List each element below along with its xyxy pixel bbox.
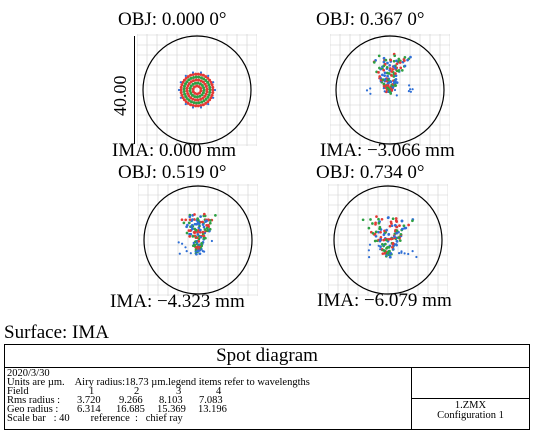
geo-value-1: 6.314 — [77, 404, 101, 415]
rms-value-1: 3.720 — [77, 395, 101, 406]
scale-bar-label: 40.00 — [110, 75, 130, 117]
airy-circle — [335, 35, 445, 145]
panel4-spots — [361, 215, 418, 259]
geo-value-2: 16.685 — [116, 404, 145, 415]
panel3-obj-label: OBJ: 0.519 0° — [118, 162, 227, 183]
config-block: 1.ZMX Configuration 1 — [412, 368, 529, 429]
field-label: Field — [7, 386, 29, 397]
panel4-grid — [328, 184, 448, 296]
panel3-ima-label: IMA: −4.323 mm — [110, 291, 245, 312]
field-value-3: 3 — [176, 386, 182, 397]
geo-value-4: 13.196 — [198, 404, 227, 415]
panel1-obj-label: OBJ: 0.000 0° — [118, 9, 227, 30]
panel3-spots — [177, 212, 217, 256]
config-divider — [412, 398, 529, 399]
configuration-name: Configuration 1 — [437, 410, 504, 421]
spot-panel-2 — [330, 34, 450, 146]
panel3-grid — [138, 184, 258, 296]
field-value-2: 2 — [134, 386, 140, 397]
units-text: Units are µm. Airy radius:18.73 µm.legen… — [7, 377, 310, 388]
spot-panel-4 — [328, 184, 448, 296]
surface-label: Surface: IMA — [4, 322, 109, 343]
file-name: 1.ZMX — [454, 400, 487, 411]
panel2-spots — [365, 52, 414, 97]
panel4-ima-label: IMA: −6.079 mm — [317, 290, 452, 311]
spot-panel-3 — [138, 184, 258, 296]
panel2-ima-label: IMA: −3.066 mm — [320, 140, 455, 161]
rms-value-3: 8.103 — [159, 395, 183, 406]
scale-bar — [134, 36, 135, 144]
panel1-spots — [177, 71, 217, 109]
rms-value-2: 9.266 — [119, 395, 143, 406]
airy-circle — [142, 35, 252, 145]
scale-reference-text: Scale bar : 40 reference : chief ray — [7, 413, 183, 424]
panel1-ima-label: IMA: 0.000 mm — [112, 140, 237, 161]
rms-label: Rms radius : — [7, 395, 61, 406]
airy-circle — [143, 185, 253, 295]
info-box: Spot diagram 2020/3/30 Units are µm. Air… — [4, 344, 530, 430]
geo-value-3: 15.369 — [157, 404, 186, 415]
airy-circle — [333, 185, 443, 295]
rms-value-4: 7.083 — [199, 395, 223, 406]
field-value-1: 1 — [89, 386, 95, 397]
spot-panel-1 — [137, 34, 257, 146]
field-value-4: 4 — [216, 386, 222, 397]
date-text: 2020/3/30 — [7, 368, 50, 379]
panel1-grid — [137, 34, 257, 146]
panel4-obj-label: OBJ: 0.734 0° — [316, 162, 425, 183]
info-text-block: 2020/3/30 Units are µm. Airy radius:18.7… — [5, 368, 412, 429]
panel2-obj-label: OBJ: 0.367 0° — [316, 9, 425, 30]
diagram-title: Spot diagram — [5, 345, 529, 368]
geo-label: Geo radius : — [7, 404, 59, 415]
